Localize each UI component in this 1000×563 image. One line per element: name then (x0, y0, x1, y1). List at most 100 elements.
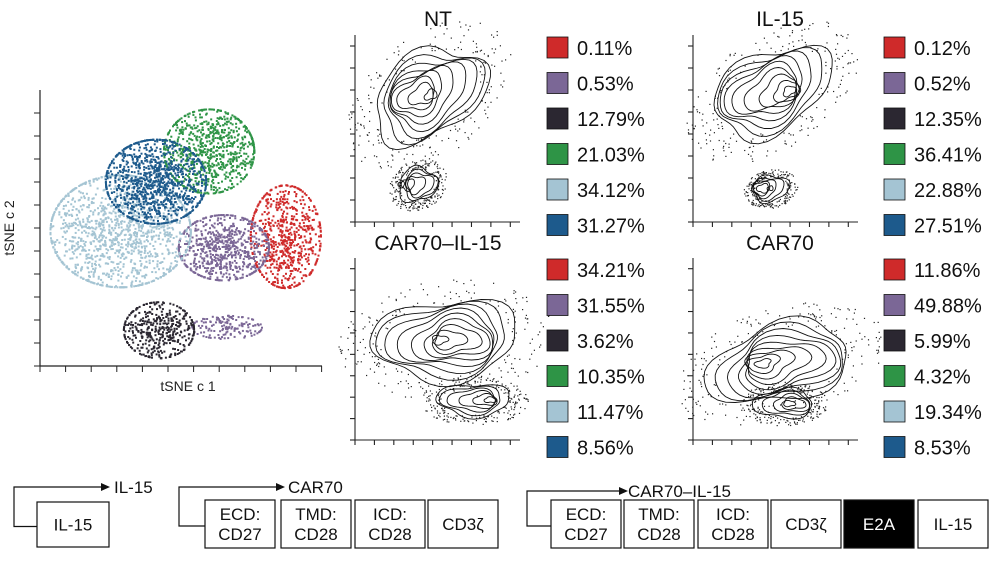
tsne-point (94, 260, 97, 263)
tsne-point (116, 220, 119, 223)
tsne-point (180, 257, 183, 260)
tsne-point (306, 260, 309, 263)
tsne-point (239, 248, 242, 251)
tsne-point (99, 218, 102, 221)
tsne-point (195, 177, 198, 180)
tsne-panel: tSNE c 1 tSNE c 2 (1, 90, 323, 394)
tsne-point (66, 225, 69, 228)
tsne-point (301, 228, 304, 231)
tsne-point (252, 256, 255, 258)
tsne-point (118, 177, 121, 180)
tsne-point (194, 196, 197, 199)
tsne-point (225, 240, 228, 243)
tsne-point (151, 222, 154, 225)
tsne-point (293, 222, 296, 225)
tsne-point (212, 140, 215, 143)
tsne-point (166, 268, 168, 271)
tsne-point (89, 184, 92, 187)
tsne-point (158, 342, 161, 345)
tsne-point (110, 190, 113, 193)
tsne-point (178, 118, 181, 121)
tsne-point (277, 227, 280, 230)
tsne-point (219, 338, 222, 340)
tsne-point (152, 158, 155, 161)
tsne-point (227, 319, 230, 322)
tsne-point (212, 246, 215, 249)
tsne-point (187, 325, 190, 327)
tsne-point (168, 330, 171, 333)
tsne-point (250, 220, 253, 223)
tsne-point (132, 341, 135, 344)
tsne-point (297, 229, 300, 232)
tsne-point (88, 180, 91, 183)
tsne-point (261, 229, 263, 232)
tsne-point (193, 134, 196, 137)
tsne-point (196, 220, 199, 223)
tsne-point (228, 158, 231, 161)
tsne-point (124, 200, 127, 203)
tsne-point (282, 252, 285, 255)
tsne-point (224, 253, 227, 256)
tsne-point (173, 201, 176, 204)
tsne-point (309, 247, 312, 250)
tsne-point (163, 146, 166, 149)
tsne-point (171, 147, 174, 150)
tsne-point (139, 240, 142, 243)
tsne-point (166, 133, 169, 136)
tsne-point (126, 204, 129, 207)
tsne-point (149, 164, 152, 167)
tsne-point (107, 194, 110, 197)
tsne-point (258, 269, 261, 271)
tsne-point (240, 322, 243, 325)
tsne-point (155, 156, 158, 158)
tsne-point (232, 170, 235, 173)
tsne-point (133, 181, 136, 184)
tsne-point (290, 263, 292, 266)
tsne-point (101, 207, 103, 210)
tsne-point (191, 163, 194, 166)
tsne-point (283, 259, 286, 262)
tsne-point (171, 252, 174, 255)
tsne-point (178, 143, 181, 146)
tsne-point (215, 191, 218, 194)
tsne-point (225, 112, 228, 115)
tsne-point (190, 246, 193, 249)
tsne-point (278, 266, 281, 269)
tsne-point (176, 321, 179, 324)
tsne-point (133, 162, 135, 165)
tsne-point (170, 195, 173, 198)
tsne-point (130, 186, 133, 189)
tsne-point (306, 215, 309, 218)
tsne-point (131, 202, 134, 205)
tsne-point (131, 269, 134, 272)
tsne-point (237, 316, 240, 319)
tsne-point (110, 248, 113, 251)
tsne-point (101, 224, 104, 227)
tsne-point (270, 258, 273, 261)
tsne-point (147, 216, 150, 219)
tsne-point (167, 328, 170, 331)
tsne-point (97, 248, 100, 250)
tsne-point (282, 263, 285, 266)
tsne-point (127, 251, 130, 254)
tsne-point (138, 197, 140, 200)
tsne-point (221, 168, 224, 171)
tsne-point (215, 190, 218, 193)
tsne-point (163, 148, 166, 151)
tsne-point (186, 198, 189, 201)
tsne-point (105, 236, 108, 239)
tsne-point (166, 239, 169, 242)
tsne-point (79, 222, 82, 225)
tsne-point (179, 171, 182, 173)
tsne-point (71, 198, 74, 201)
tsne-point (266, 238, 269, 241)
tsne-point (171, 190, 174, 193)
tsne-point (209, 277, 212, 280)
tsne-point (187, 328, 190, 330)
tsne-point (161, 190, 164, 193)
tsne-point (220, 279, 223, 282)
tsne-point (71, 270, 74, 273)
tsne-point (216, 137, 219, 140)
tsne-point (150, 161, 153, 163)
tsne-point (256, 246, 259, 249)
